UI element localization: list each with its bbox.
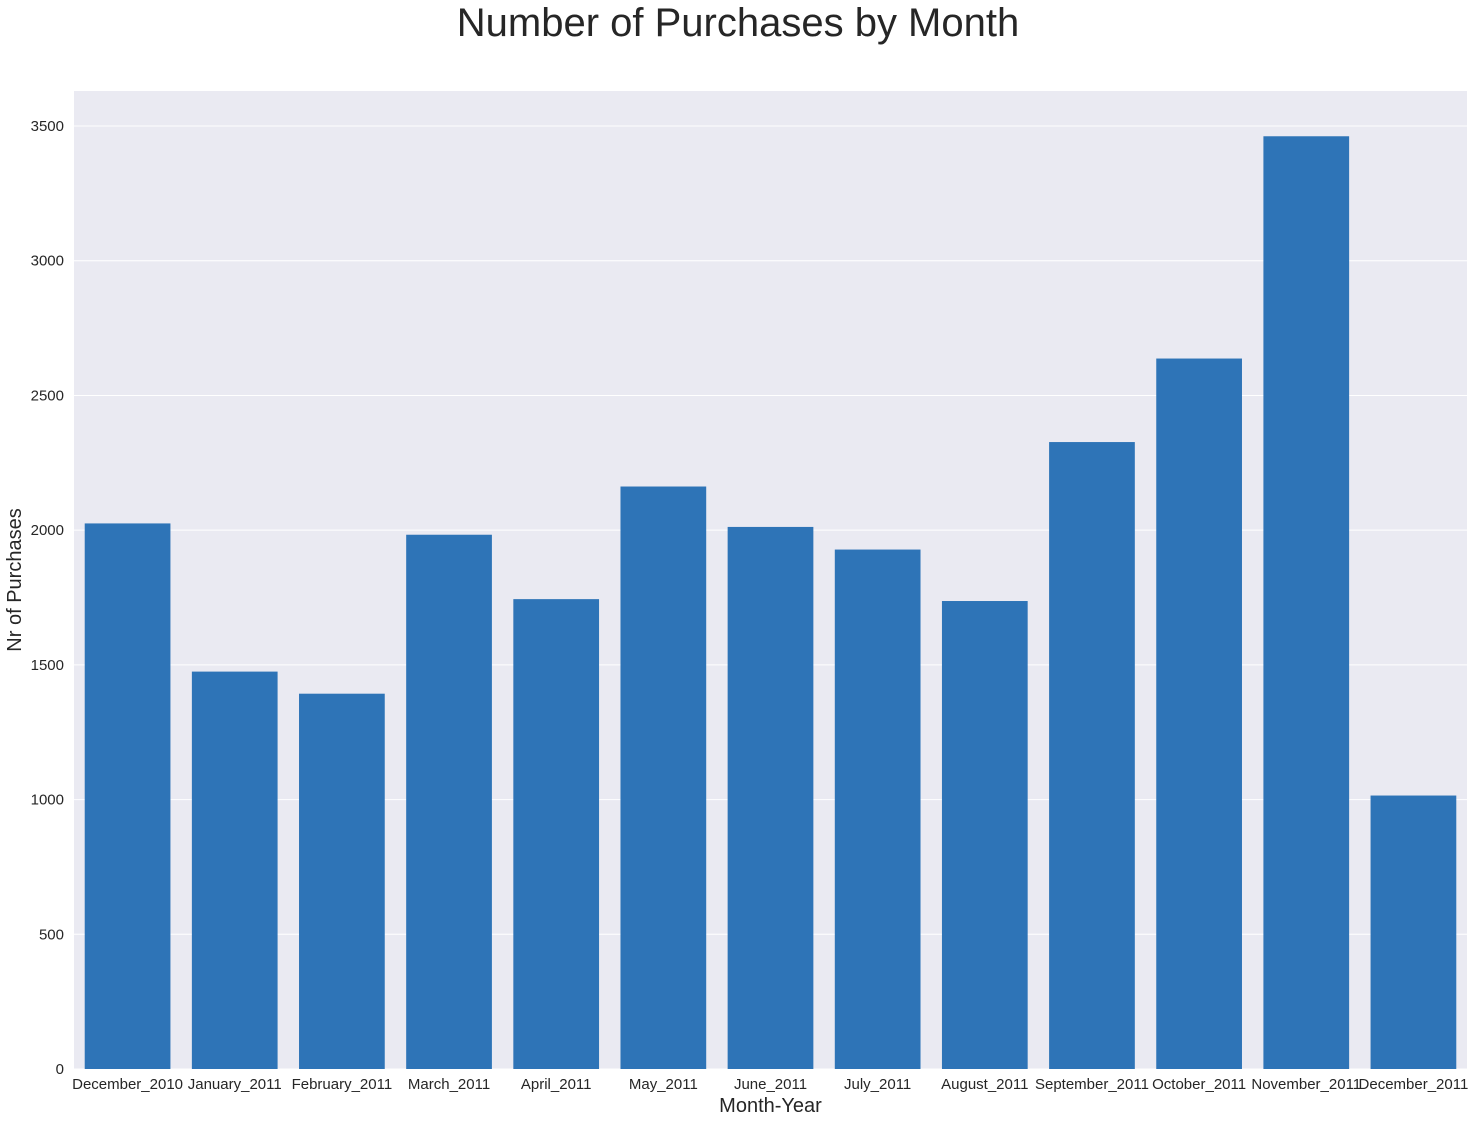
y-axis-label: Nr of Purchases	[4, 508, 26, 651]
bar-june-2011	[727, 526, 814, 1069]
y-tick-label: 2500	[31, 387, 64, 404]
x-tick-labels: December_2010 January_2011 February_2011 Ma…	[72, 1076, 1468, 1093]
x-tick-label: January_2011	[188, 1076, 282, 1093]
bar-may-2011	[620, 486, 707, 1069]
x-tick-label: November_2011	[1251, 1076, 1361, 1093]
bar-july-2011	[834, 549, 921, 1069]
y-tick-label: 0	[56, 1061, 64, 1078]
x-tick-label: May_2011	[629, 1076, 698, 1093]
x-tick-label: February_2011	[292, 1076, 393, 1093]
bar-november-2011	[1263, 136, 1350, 1069]
bar-august-2011	[941, 601, 1028, 1069]
y-tick-label: 500	[39, 926, 64, 943]
y-tick-label: 1000	[31, 792, 64, 809]
x-tick-label: June_2011	[734, 1076, 807, 1093]
y-tick-labels: 0 500 1000 1500 2000 2500 3000 3500	[31, 118, 64, 1078]
x-tick-label: December_2010	[72, 1076, 183, 1093]
bar-january-2011	[191, 671, 278, 1069]
x-tick-label: December_2011	[1359, 1076, 1469, 1093]
y-tick-label: 1500	[31, 657, 64, 674]
x-tick-label: September_2011	[1035, 1076, 1149, 1093]
x-tick-label: March_2011	[408, 1076, 490, 1093]
x-tick-label: July_2011	[844, 1076, 911, 1093]
y-tick-label: 2000	[31, 522, 64, 539]
bar-february-2011	[299, 693, 385, 1069]
bar-december-2011	[1370, 795, 1457, 1069]
bar-september-2011	[1049, 442, 1135, 1069]
y-tick-label: 3500	[31, 118, 64, 135]
x-tick-label: April_2011	[521, 1076, 592, 1093]
x-axis-label: Month-Year	[719, 1095, 822, 1117]
bar-april-2011	[513, 599, 600, 1069]
bar-october-2011	[1156, 358, 1242, 1069]
bar-march-2011	[406, 534, 492, 1069]
bar-december-2010	[84, 523, 171, 1069]
x-tick-label: October_2011	[1152, 1076, 1246, 1093]
chart-title: Number of Purchases by Month	[456, 1, 1020, 45]
y-tick-label: 3000	[31, 253, 64, 270]
bars	[84, 136, 1457, 1069]
x-tick-label: August_2011	[941, 1076, 1028, 1093]
